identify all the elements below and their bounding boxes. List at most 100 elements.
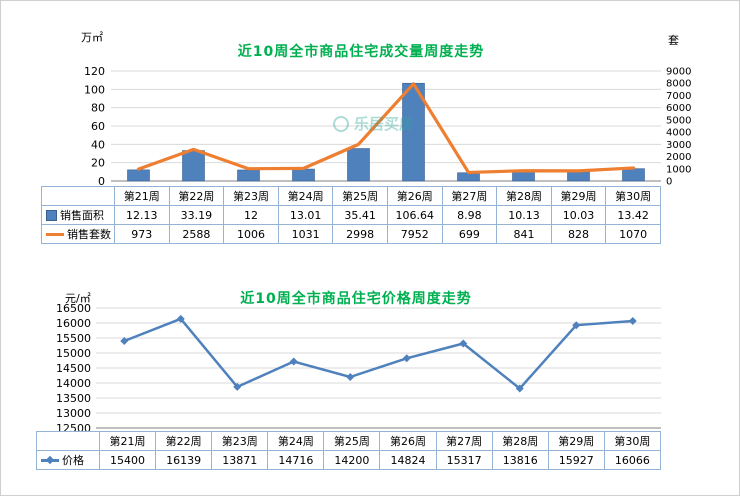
left-axis-tick-label: 20 [91,157,105,170]
right-axis-tick-label: 4000 [666,128,691,139]
value-cell: 13871 [211,450,269,470]
series-legend-cell: 销售套数 [41,224,115,244]
series-name-label: 销售套数 [67,228,111,241]
week-header-cell: 第25周 [332,186,388,206]
value-cell: 1070 [605,224,661,244]
volume-left-axis-unit-label: 万㎡ [81,31,103,44]
value-cell: 2588 [168,224,225,244]
left-axis-tick-label: 60 [91,120,105,133]
right-axis-tick-label: 1000 [666,164,691,175]
left-axis-tick-label: 100 [84,83,105,96]
value-cell: 14716 [267,450,325,470]
line-legend-icon [41,458,59,462]
price-diamond-marker [233,382,242,391]
week-header-cell: 第24周 [267,431,325,451]
value-cell: 12.13 [114,205,170,225]
left-axis-tick-label: 80 [91,102,105,115]
value-cell: 1006 [223,224,279,244]
week-header-cell: 第29周 [550,186,607,206]
price-diamond-marker [346,373,355,381]
price-axis-tick-label: 12500 [56,422,91,433]
sales-units-line [136,82,636,175]
value-cell: 16066 [603,450,662,470]
value-cell: 15927 [547,450,605,470]
line-legend-icon [46,232,64,236]
value-cell: 699 [441,224,498,244]
value-cell: 106.64 [386,205,443,225]
price-axis-tick-label: 15500 [56,332,91,345]
value-cell: 15400 [98,450,157,470]
price-axis-tick-label: 14000 [56,377,91,390]
price-diamond-marker [289,357,298,366]
week-header-cell: 第27周 [435,431,493,451]
week-header-cell: 第27周 [441,186,498,206]
week-header-cell: 第28周 [496,186,552,206]
week-header-cell: 第24周 [277,186,334,206]
price-axis-tick-label: 16000 [56,317,91,330]
sales-area-bar [622,168,645,182]
price-axis-tick-label: 13000 [56,407,91,420]
price-diamond-marker [120,337,129,345]
week-header-cell: 第25周 [323,431,381,451]
right-axis-tick-label: 7000 [666,91,691,102]
left-axis-tick-label: 0 [98,175,105,186]
price-chart: 12500 13000 13500 14000 14500 15000 15500 16000… [56,302,661,433]
week-header-cell: 第23周 [223,186,279,206]
price-axis-tick-label: 14500 [56,362,91,375]
price-chart-title: 近10周全市商品住宅价格周度走势 [240,291,472,307]
table-corner-cell [41,186,115,206]
value-cell: 35.41 [332,205,388,225]
week-header-cell: 第29周 [547,431,605,451]
price-diamond-marker [628,317,637,326]
value-cell: 13.42 [605,205,661,225]
value-cell: 1031 [277,224,334,244]
price-axis-tick-label: 16500 [56,302,91,315]
sales-area-bar [292,168,315,182]
right-axis-tick-label: 3000 [666,140,691,151]
series-name-label: 价格 [62,454,84,467]
right-axis-tick-label: 6000 [666,103,691,114]
price-diamond-marker [459,339,468,348]
series-legend-cell: 价格 [36,450,100,470]
week-header-cell: 第26周 [386,186,443,206]
watermark-text: 乐居买房 [354,115,415,133]
right-axis-tick-label: 5000 [666,115,691,126]
sales-area-bar [347,148,370,182]
value-cell: 12 [223,205,279,225]
bar-legend-icon [46,209,57,221]
week-header-cell: 第21周 [98,431,157,451]
sales-area-bar [182,150,205,182]
value-cell: 13816 [491,450,549,470]
week-header-cell: 第23周 [211,431,269,451]
volume-chart-title: 近10周全市商品住宅成交量周度走势 [237,44,485,60]
week-header-cell: 第21周 [114,186,170,206]
week-header-cell: 第22周 [168,186,225,206]
week-header-cell: 第28周 [491,431,549,451]
watermark-logo-icon [333,115,349,132]
value-cell: 14200 [323,450,381,470]
price-data-table: 第21周 第22周 第23周 第24周 第25周 第26周 第27周 第28周 第29周 第30周… [36,431,662,470]
value-cell: 10.03 [550,205,607,225]
right-axis-tick-label: 2000 [666,152,691,163]
value-cell: 7952 [386,224,443,244]
volume-right-axis-unit-label: 套 [668,34,679,47]
value-cell: 15317 [435,450,493,470]
sales-area-bar [127,169,150,182]
sales-area-bar [512,171,535,182]
price-line [123,317,633,390]
value-cell: 33.19 [168,205,225,225]
left-axis-tick-label: 40 [91,138,105,151]
watermark: 乐居买房 [333,113,414,134]
week-header-cell: 第30周 [603,431,662,451]
value-cell: 828 [550,224,607,244]
week-header-cell: 第22周 [155,431,213,451]
right-axis-tick-label: 8000 [666,79,691,90]
price-axis-tick-label: 13500 [56,392,91,405]
value-cell: 10.13 [496,205,552,225]
price-diamond-marker [176,314,185,323]
left-axis-tick-label: 120 [84,65,105,78]
week-header-cell: 第30周 [605,186,661,206]
series-name-label: 销售面积 [60,209,104,222]
